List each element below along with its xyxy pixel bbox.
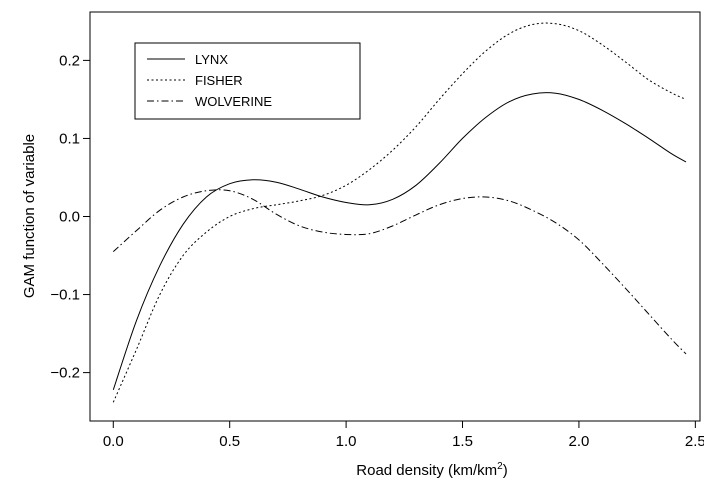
y-axis: −0.2 −0.1 0.0 0.1 0.2 <box>50 52 90 382</box>
x-tick-label: 2.5 <box>685 433 704 450</box>
x-tick-label: 0.5 <box>219 433 240 450</box>
series-line-fisher <box>112 22 687 403</box>
y-axis-title: GAM function of variable <box>21 134 38 298</box>
y-tick-label: 0.0 <box>59 209 80 226</box>
x-axis-title-main: Road density (km/km <box>356 462 497 479</box>
x-tick-label: 1.0 <box>336 433 357 450</box>
series-line-wolverine <box>112 189 687 355</box>
y-tick-label: 0.1 <box>59 130 80 147</box>
y-tick-label: 0.2 <box>59 52 80 69</box>
series-lines <box>112 22 687 403</box>
x-axis: 0.0 0.5 1.0 1.5 2.0 2.5 <box>103 421 704 450</box>
legend: LYNX FISHER WOLVERINE <box>134 42 361 120</box>
legend-label-wolverine: WOLVERINE <box>195 94 272 109</box>
x-axis-title: Road density (km/km2) <box>356 461 507 479</box>
legend-box <box>134 42 361 120</box>
legend-entries: LYNX FISHER WOLVERINE <box>147 52 272 109</box>
x-tick-label: 0.0 <box>103 433 124 450</box>
y-tick-label: −0.2 <box>50 365 80 382</box>
x-axis-title-tail: ) <box>503 462 508 479</box>
y-tick-label: −0.1 <box>50 287 80 304</box>
x-axis-title-superscript: 2 <box>497 461 503 472</box>
series-line-lynx <box>112 92 687 390</box>
x-tick-label: 1.5 <box>452 433 473 450</box>
legend-label-lynx: LYNX <box>195 52 228 67</box>
x-tick-label: 2.0 <box>569 433 590 450</box>
legend-label-fisher: FISHER <box>195 73 243 88</box>
